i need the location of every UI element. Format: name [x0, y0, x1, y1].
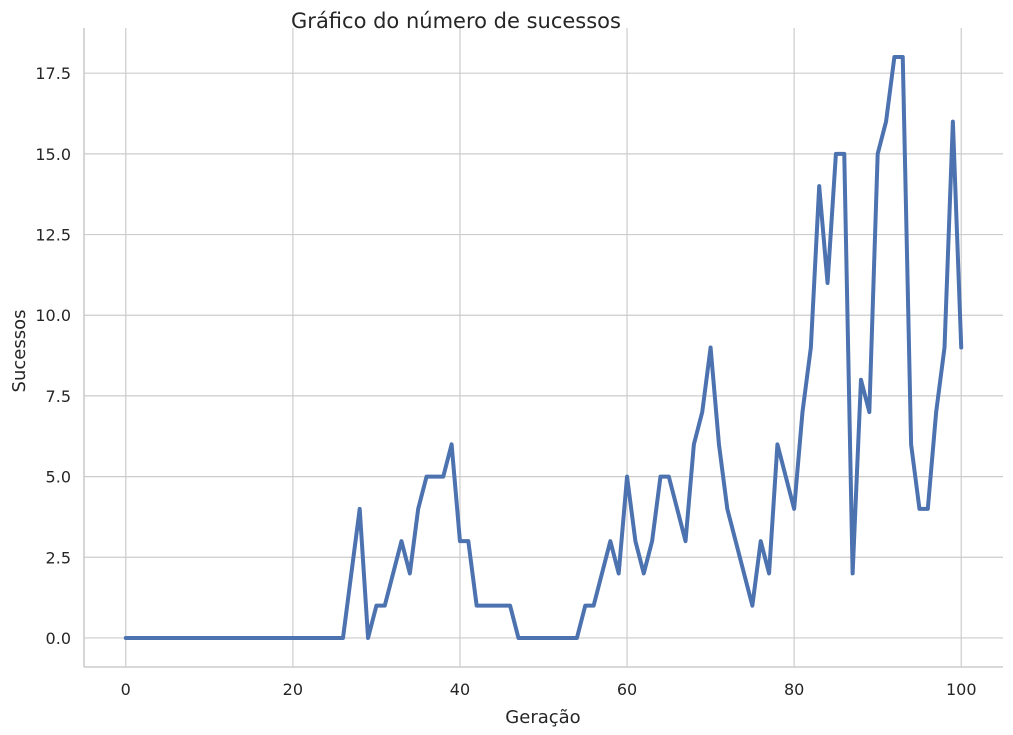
y-axis-label: Sucessos: [9, 310, 30, 393]
x-tick-labels: 0 20 40 60 80 100: [121, 680, 977, 699]
y-tick-label: 2.5: [46, 548, 71, 567]
y-tick-label: 17.5: [35, 64, 71, 83]
y-tick-labels: 0.0 2.5 5.0 7.5 10.0 12.5 15.0 17.5: [35, 64, 71, 648]
x-tick-label: 40: [450, 680, 470, 699]
y-tick-label: 7.5: [46, 387, 71, 406]
y-tick-label: 10.0: [35, 306, 71, 325]
y-tick-label: 5.0: [46, 468, 71, 487]
x-tick-label: 60: [617, 680, 637, 699]
x-tick-label: 20: [283, 680, 303, 699]
y-tick-label: 12.5: [35, 226, 71, 245]
y-tick-label: 15.0: [35, 145, 71, 164]
x-tick-label: 80: [784, 680, 804, 699]
y-tick-label: 0.0: [46, 629, 71, 648]
vertical-gridlines: [125, 28, 962, 667]
horizontal-gridlines: [84, 72, 1003, 639]
series-line: [123, 55, 964, 640]
x-tick-label: 100: [946, 680, 977, 699]
x-tick-label: 0: [121, 680, 131, 699]
x-axis-label: Geração: [505, 707, 580, 728]
chart-title: Gráfico do número de sucessos: [291, 9, 621, 33]
